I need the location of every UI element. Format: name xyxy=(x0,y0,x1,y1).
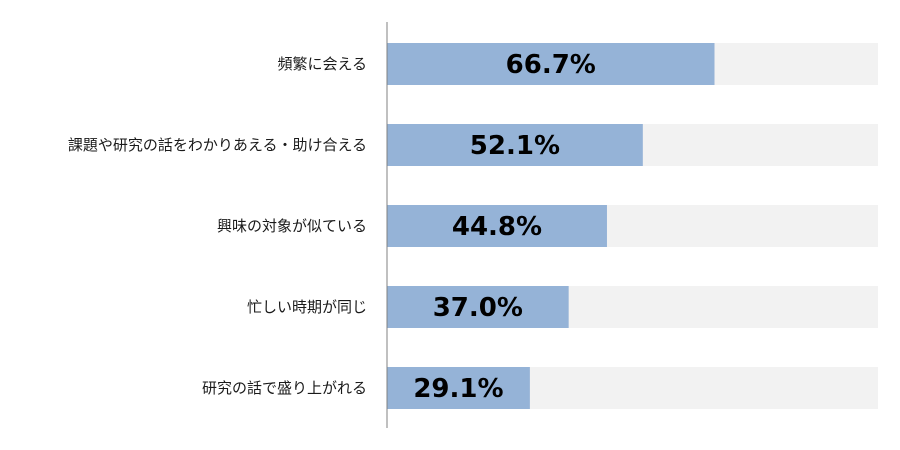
data-label: 29.1% xyxy=(413,374,503,404)
data-label: 66.7% xyxy=(506,50,596,80)
data-label: 37.0% xyxy=(433,293,523,323)
bar xyxy=(387,124,643,166)
bar xyxy=(387,205,607,247)
bar xyxy=(387,286,569,328)
category-label: 興味の対象が似ている xyxy=(217,217,367,235)
category-label: 頻繁に会える xyxy=(277,55,367,73)
bar xyxy=(387,43,715,85)
category-label: 研究の話で盛り上がれる xyxy=(202,379,367,397)
bar xyxy=(387,367,530,409)
data-label: 52.1% xyxy=(470,131,560,161)
category-label: 課題や研究の話をわかりあえる・助け合える xyxy=(68,136,367,154)
category-label: 忙しい時期が同じ xyxy=(247,298,367,316)
data-label: 44.8% xyxy=(452,212,542,242)
